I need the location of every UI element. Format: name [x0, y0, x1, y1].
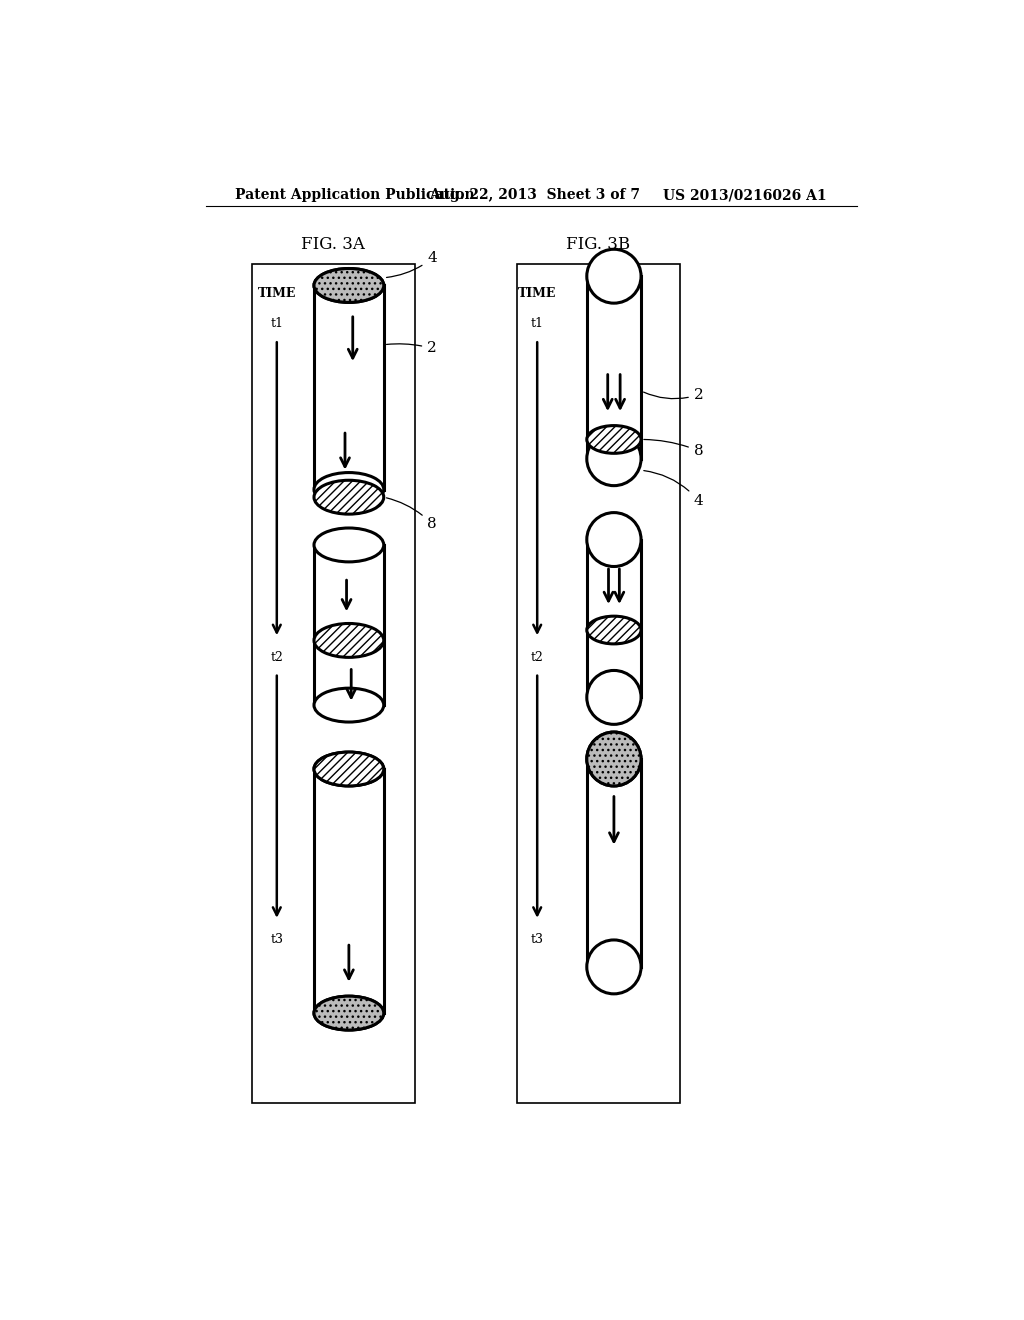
Bar	[314, 285, 384, 490]
Ellipse shape	[314, 623, 384, 657]
Ellipse shape	[587, 940, 641, 994]
Ellipse shape	[587, 425, 641, 453]
Ellipse shape	[587, 249, 641, 304]
Ellipse shape	[587, 512, 641, 566]
Bar	[314, 545, 384, 705]
Text: 2: 2	[386, 342, 437, 355]
Bar	[252, 264, 415, 1104]
Text: TIME: TIME	[258, 286, 296, 300]
Text: t1: t1	[530, 317, 544, 330]
Ellipse shape	[314, 997, 384, 1030]
Ellipse shape	[587, 733, 641, 785]
Text: FIG. 3A: FIG. 3A	[301, 236, 366, 253]
Text: US 2013/0216026 A1: US 2013/0216026 A1	[663, 189, 826, 202]
Ellipse shape	[314, 688, 384, 722]
Ellipse shape	[314, 528, 384, 562]
Text: t1: t1	[270, 317, 284, 330]
Text: t2: t2	[530, 651, 544, 664]
Text: 4: 4	[644, 471, 703, 508]
Text: 2: 2	[643, 388, 703, 401]
Ellipse shape	[314, 480, 384, 515]
Ellipse shape	[314, 752, 384, 785]
Ellipse shape	[587, 616, 641, 644]
Text: t2: t2	[270, 651, 284, 664]
Text: Patent Application Publication: Patent Application Publication	[234, 189, 474, 202]
Ellipse shape	[314, 473, 384, 507]
Text: Aug. 22, 2013  Sheet 3 of 7: Aug. 22, 2013 Sheet 3 of 7	[429, 189, 640, 202]
Text: TIME: TIME	[518, 286, 556, 300]
Bar	[587, 759, 641, 966]
Text: 8: 8	[386, 498, 437, 531]
Bar	[517, 264, 680, 1104]
Bar	[587, 540, 641, 697]
Text: t3: t3	[270, 933, 284, 946]
Ellipse shape	[314, 997, 384, 1030]
Bar	[314, 770, 384, 1014]
Ellipse shape	[314, 268, 384, 302]
Ellipse shape	[587, 432, 641, 486]
Bar	[587, 276, 641, 459]
Text: 8: 8	[644, 440, 703, 458]
Text: FIG. 3B: FIG. 3B	[566, 236, 631, 253]
Ellipse shape	[587, 671, 641, 725]
Text: 4: 4	[386, 251, 437, 277]
Ellipse shape	[314, 752, 384, 785]
Ellipse shape	[314, 268, 384, 302]
Text: t3: t3	[530, 933, 544, 946]
Ellipse shape	[587, 733, 641, 785]
